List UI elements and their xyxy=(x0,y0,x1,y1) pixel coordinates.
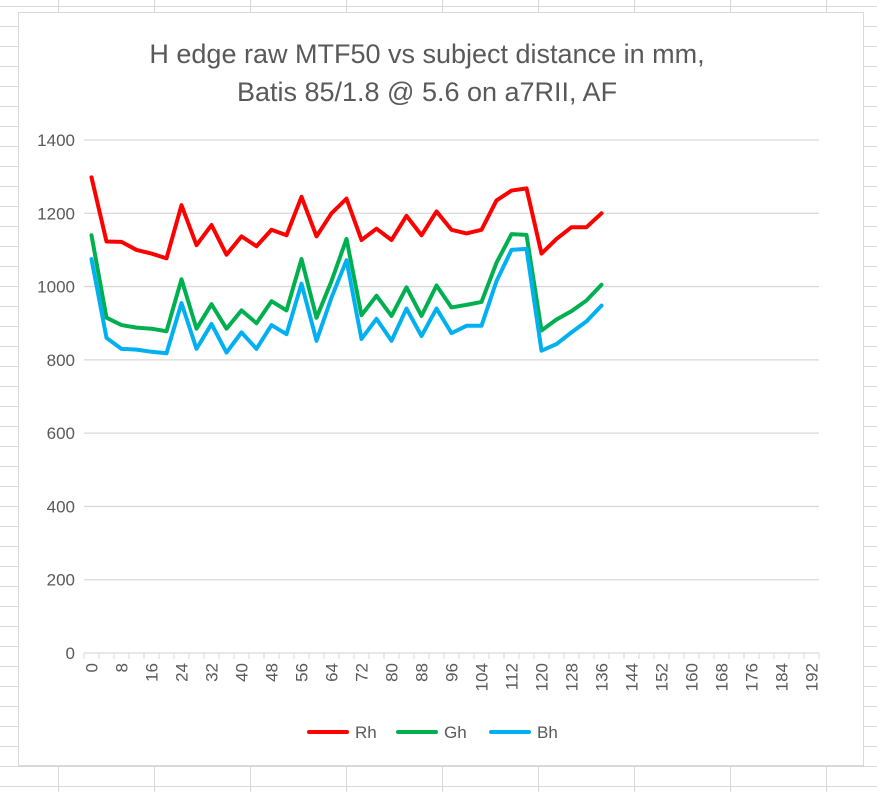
chart-title-line-2: Batis 85/1.8 @ 5.6 on a7RII, AF xyxy=(237,77,617,107)
x-tick-label: 192 xyxy=(803,663,822,691)
legend-label-rh[interactable]: Rh xyxy=(355,723,377,742)
x-tick-label: 8 xyxy=(113,663,132,672)
x-tick-label: 152 xyxy=(653,663,672,691)
y-tick-label: 200 xyxy=(47,571,75,590)
gridlines xyxy=(84,139,819,654)
x-tick-label: 176 xyxy=(743,663,762,691)
chart-area[interactable]: H edge raw MTF50 vs subject distance in … xyxy=(18,12,864,766)
x-tick-label: 184 xyxy=(773,663,792,691)
x-tick-label: 168 xyxy=(713,663,732,691)
x-tick-label: 104 xyxy=(473,663,492,691)
series-lines xyxy=(89,175,604,356)
x-tick-label: 88 xyxy=(413,663,432,682)
x-tick-label: 0 xyxy=(83,663,102,672)
y-tick-label: 800 xyxy=(47,351,75,370)
chart-title-line-1: H edge raw MTF50 vs subject distance in … xyxy=(149,39,704,69)
x-tick-label: 48 xyxy=(263,663,282,682)
x-tick-label: 24 xyxy=(173,663,192,682)
series-line-gh[interactable] xyxy=(89,232,604,334)
x-tick-label: 136 xyxy=(593,663,612,691)
x-tick-label: 64 xyxy=(323,663,342,682)
x-tick-label: 144 xyxy=(623,663,642,691)
x-tick-label: 128 xyxy=(563,663,582,691)
y-tick-label: 400 xyxy=(47,497,75,516)
x-tick-label: 56 xyxy=(293,663,312,682)
y-tick-label: 0 xyxy=(66,644,75,663)
x-tick-label: 32 xyxy=(203,663,222,682)
series-line-bh[interactable] xyxy=(89,246,604,356)
x-tick-label: 16 xyxy=(143,663,162,682)
y-tick-label: 600 xyxy=(47,424,75,443)
x-tick-label: 96 xyxy=(443,663,462,682)
x-tick-label: 72 xyxy=(353,663,372,682)
line-chart: H edge raw MTF50 vs subject distance in … xyxy=(37,39,821,742)
x-tick-label: 40 xyxy=(233,663,252,682)
y-tick-label: 1000 xyxy=(37,278,75,297)
legend[interactable]: Rh Gh Bh xyxy=(307,723,558,742)
x-tick-label: 112 xyxy=(503,663,522,690)
axes: 0 200 400 600 800 1000 1200 1400 0 8 16 24 32 40 48 56 6… xyxy=(37,131,821,691)
y-tick-label: 1200 xyxy=(37,204,75,223)
x-tick-label: 160 xyxy=(683,663,702,691)
legend-label-bh[interactable]: Bh xyxy=(537,723,558,742)
series-line-rh[interactable] xyxy=(89,175,604,261)
legend-label-gh[interactable]: Gh xyxy=(444,723,467,742)
x-tick-label: 80 xyxy=(383,663,402,682)
x-tick-label: 120 xyxy=(533,663,552,691)
y-tick-label: 1400 xyxy=(37,131,75,150)
